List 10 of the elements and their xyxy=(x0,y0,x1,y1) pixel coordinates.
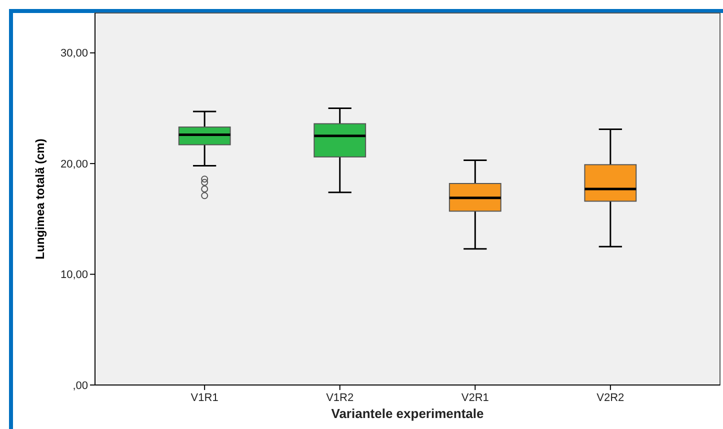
x-tick-label: V2R1 xyxy=(461,392,489,404)
y-tick-label: ,00 xyxy=(72,380,88,392)
x-axis-title: Variantele experimentale xyxy=(331,406,484,421)
x-tick-label: V1R1 xyxy=(190,392,218,404)
y-axis-title: Lungimea totală (cm) xyxy=(33,138,47,260)
y-tick-label: 30,00 xyxy=(60,48,88,60)
x-tick-label: V1R2 xyxy=(326,392,354,404)
y-tick-label: 10,00 xyxy=(60,269,88,282)
x-tick-label: V2R2 xyxy=(596,392,624,404)
y-tick-label: 20,00 xyxy=(60,158,88,170)
